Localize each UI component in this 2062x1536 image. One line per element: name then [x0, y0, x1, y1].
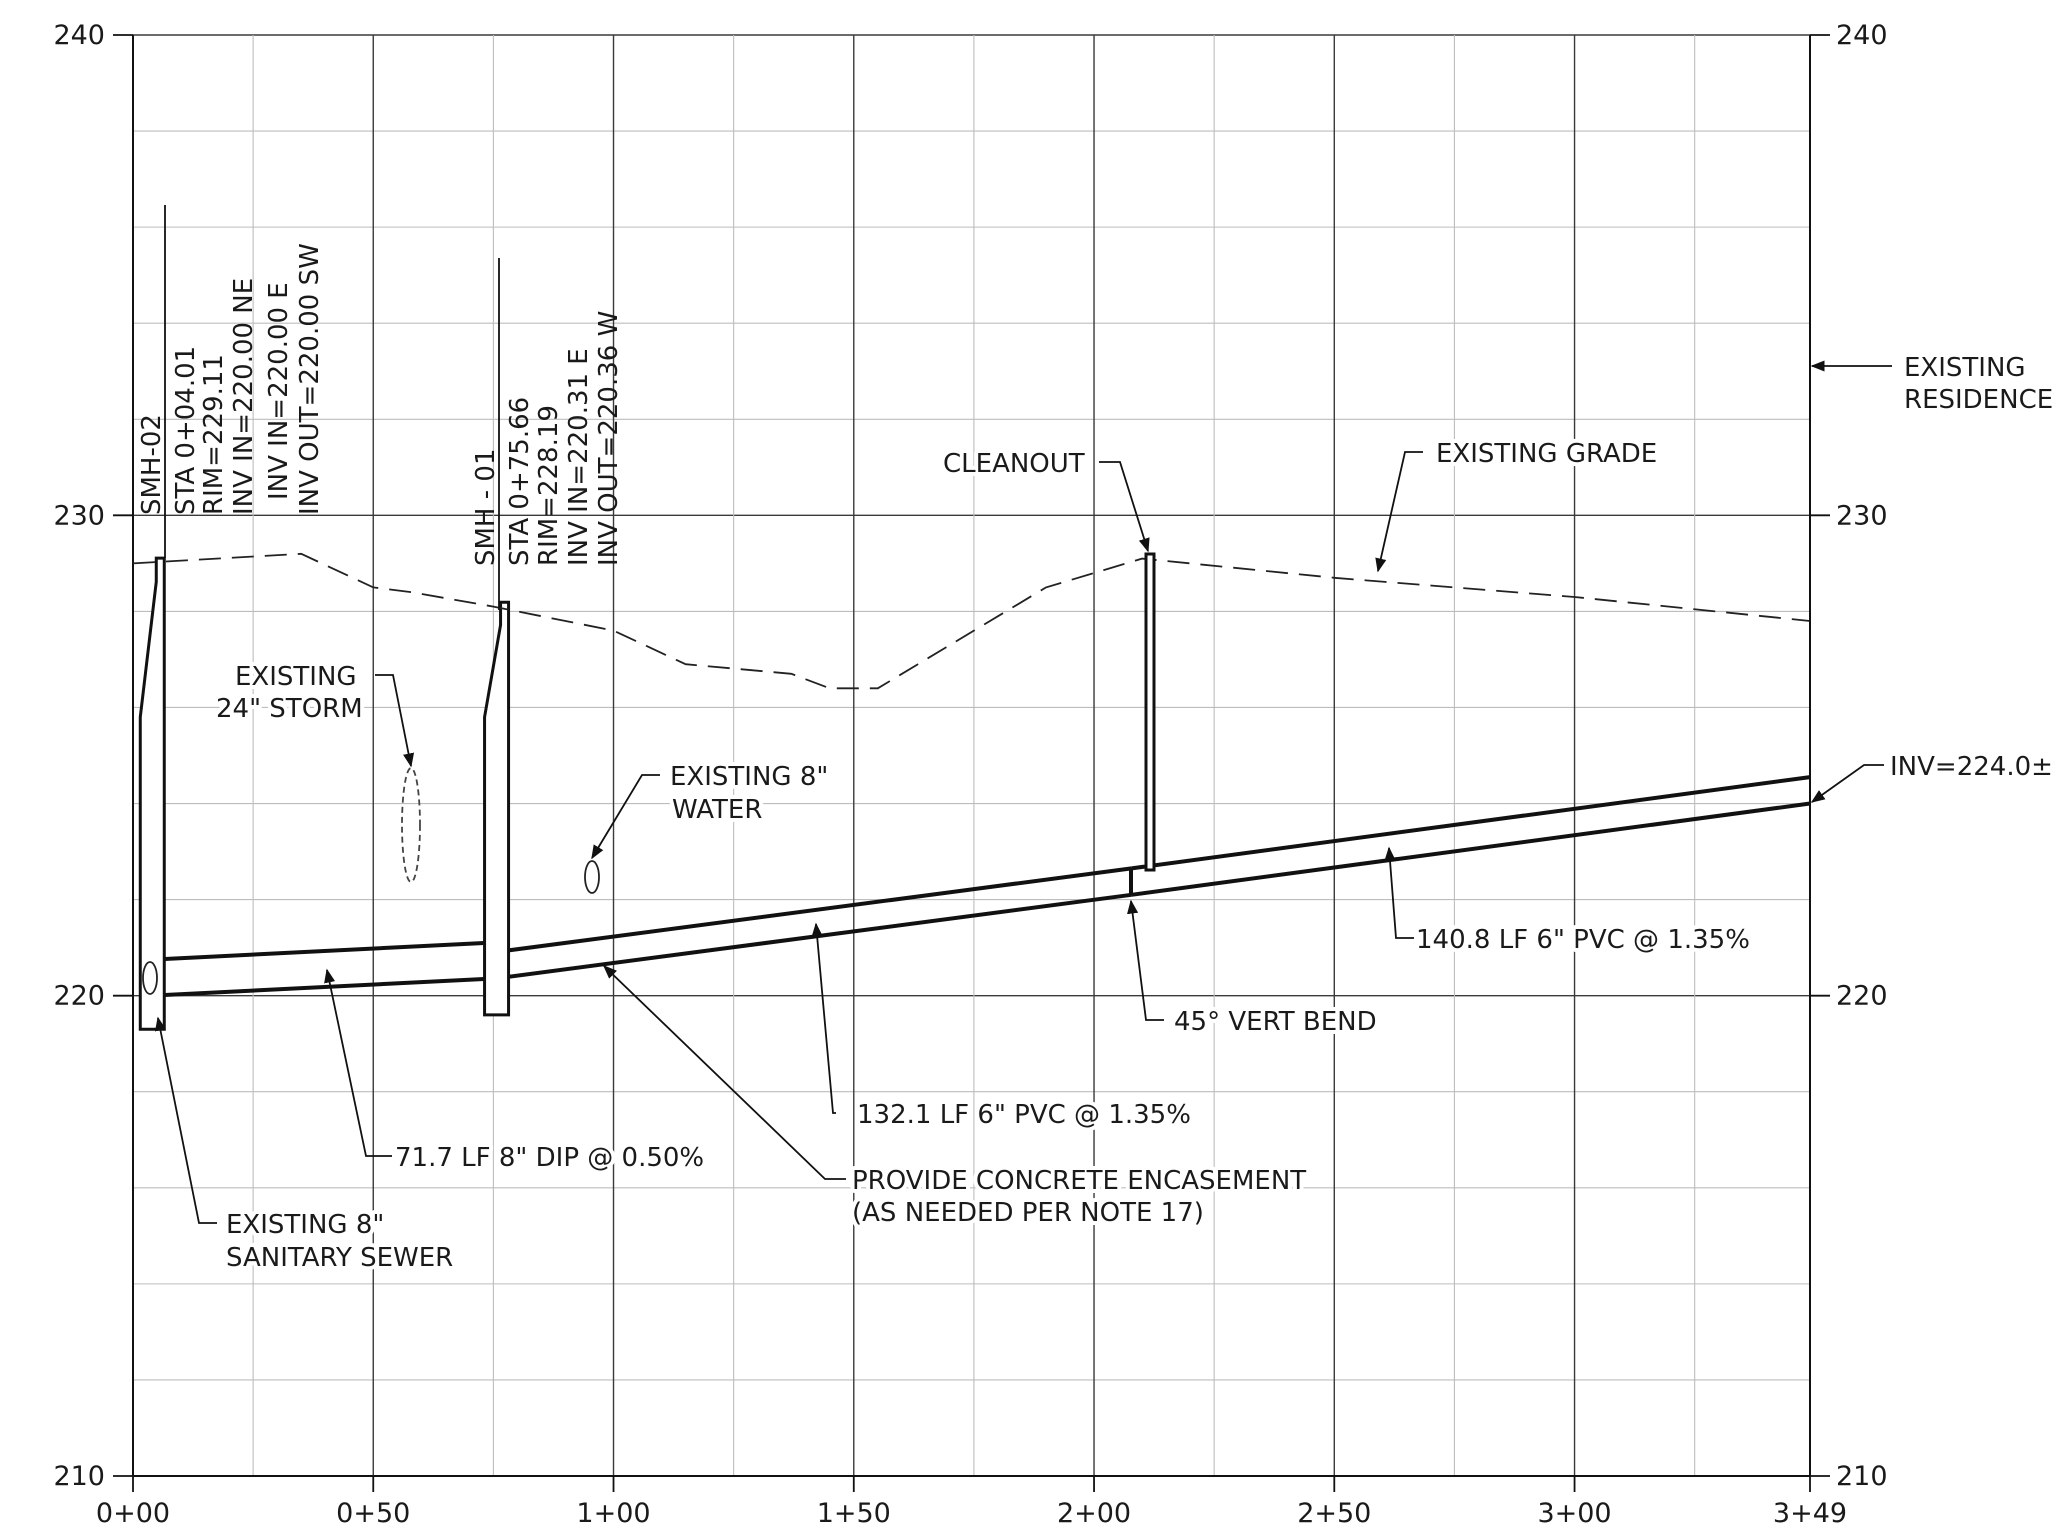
- pipe-2-label: 132.1 LF 6" PVC @ 1.35%: [857, 1100, 1191, 1130]
- y-tick-label-left: 230: [53, 500, 105, 531]
- axes: 240 240 230 230 220 220 210 210 0+00 0+50 1+00 1+50…: [53, 20, 1887, 1529]
- x-tick-label: 1+00: [576, 1498, 650, 1529]
- existing-residence-label-1: EXISTING: [1904, 353, 2026, 383]
- smh-02-name: SMH-02: [137, 414, 167, 515]
- smh-01-name: SMH - 01: [471, 449, 501, 566]
- smh-02-sta: STA 0+04.01: [171, 346, 201, 515]
- y-tick-label-left: 210: [53, 1461, 105, 1492]
- encasement-label-2: (AS NEEDED PER NOTE 17): [852, 1198, 1204, 1228]
- existing-grade-label: EXISTING GRADE: [1436, 439, 1657, 469]
- pipe-1-invert: [152, 976, 497, 998]
- vert-bend-leader: [1127, 899, 1164, 1021]
- water-label-1: EXISTING 8": [670, 762, 828, 792]
- smh-01-sta: STA 0+75.66: [505, 397, 535, 566]
- pipe-1-leader: [324, 968, 392, 1157]
- existing-water-pipe: [584, 860, 600, 894]
- smh-02-callout: SMH-02 STA 0+04.01 RIM=229.11 INV IN=220…: [137, 205, 325, 558]
- water-label-2: WATER: [672, 795, 762, 825]
- cleanout-label: CLEANOUT: [943, 449, 1085, 479]
- cleanout-riser: [1144, 552, 1156, 872]
- smh-02-inv-in-ne: INV IN=220.00 NE: [229, 278, 259, 515]
- x-tick-label: 3+49: [1773, 1498, 1847, 1529]
- structure-layer: [138, 556, 511, 1031]
- storm-label-1: EXISTING: [235, 662, 357, 692]
- vert-bend-label: 45° VERT BEND: [1174, 1007, 1377, 1037]
- pipe-2-invert: [496, 892, 1132, 981]
- y-tick-label-right: 210: [1836, 1461, 1888, 1492]
- x-tick-label: 2+00: [1057, 1498, 1131, 1529]
- existing-grade-line: [132, 552, 1811, 690]
- y-tick-label-left: 220: [53, 981, 105, 1012]
- x-tick-label: 3+00: [1537, 1498, 1611, 1529]
- existing-grade-leader: [1375, 451, 1423, 573]
- pipe-3-leader: [1384, 846, 1414, 939]
- water-leader: [591, 774, 660, 860]
- x-tick-label: 0+00: [96, 1498, 170, 1529]
- smh-01-inv-out-w: INV OUT=220.36 W: [594, 311, 624, 566]
- y-tick-label-left: 240: [53, 20, 105, 51]
- x-tick-label: 1+50: [817, 1498, 891, 1529]
- smh-01-rim: RIM=228.19: [534, 405, 564, 566]
- pipe-2-leader: [811, 922, 836, 1114]
- storm-leader: [375, 674, 415, 768]
- sewer-label-1: EXISTING 8": [226, 1210, 384, 1240]
- y-tick-label-right: 230: [1836, 500, 1888, 531]
- sewer-label-2: SANITARY SEWER: [226, 1243, 453, 1273]
- manhole-smh-02: [138, 556, 166, 1031]
- x-tick-label: 2+50: [1297, 1498, 1371, 1529]
- manhole-smh-01: [483, 600, 511, 1017]
- smh-01-callout: SMH - 01 STA 0+75.66 RIM=228.19 INV IN=2…: [471, 258, 624, 610]
- smh-01-inv-in-e: INV IN=220.31 E: [564, 348, 594, 566]
- encasement-label-1: PROVIDE CONCRETE ENCASEMENT: [852, 1166, 1306, 1196]
- existing-storm-pipe: [401, 767, 421, 883]
- storm-label-2: 24" STORM: [216, 694, 363, 724]
- pipe-layer: [152, 775, 1811, 998]
- cleanout-leader: [1099, 461, 1150, 553]
- inv-label: INV=224.0±: [1890, 752, 2053, 782]
- sewer-leader: [154, 1016, 217, 1224]
- smh-02-rim: RIM=229.11: [199, 354, 229, 515]
- y-tick-label-right: 240: [1836, 20, 1888, 51]
- smh-02-inv-in-e: INV IN=220.00 E: [264, 282, 294, 500]
- smh-02-inv-out-sw: INV OUT=220.00 SW: [295, 243, 325, 515]
- existing-sanitary-sewer-pipe: [142, 961, 158, 995]
- pipe-3-invert: [1131, 801, 1811, 897]
- pipe-2-crown: [496, 866, 1132, 954]
- inv-leader: [1810, 764, 1884, 803]
- pipe-3-crown: [1131, 775, 1811, 871]
- pipe-1-label: 71.7 LF 8" DIP @ 0.50%: [395, 1143, 704, 1173]
- existing-residence-label-2: RESIDENCE: [1904, 385, 2053, 415]
- x-tick-label: 0+50: [336, 1498, 410, 1529]
- pipe-1-crown: [152, 940, 497, 962]
- pipe-3-label: 140.8 LF 6" PVC @ 1.35%: [1416, 925, 1750, 955]
- grid: [132, 34, 1810, 1477]
- y-tick-label-right: 220: [1836, 981, 1888, 1012]
- encasement-leader: [602, 965, 846, 1180]
